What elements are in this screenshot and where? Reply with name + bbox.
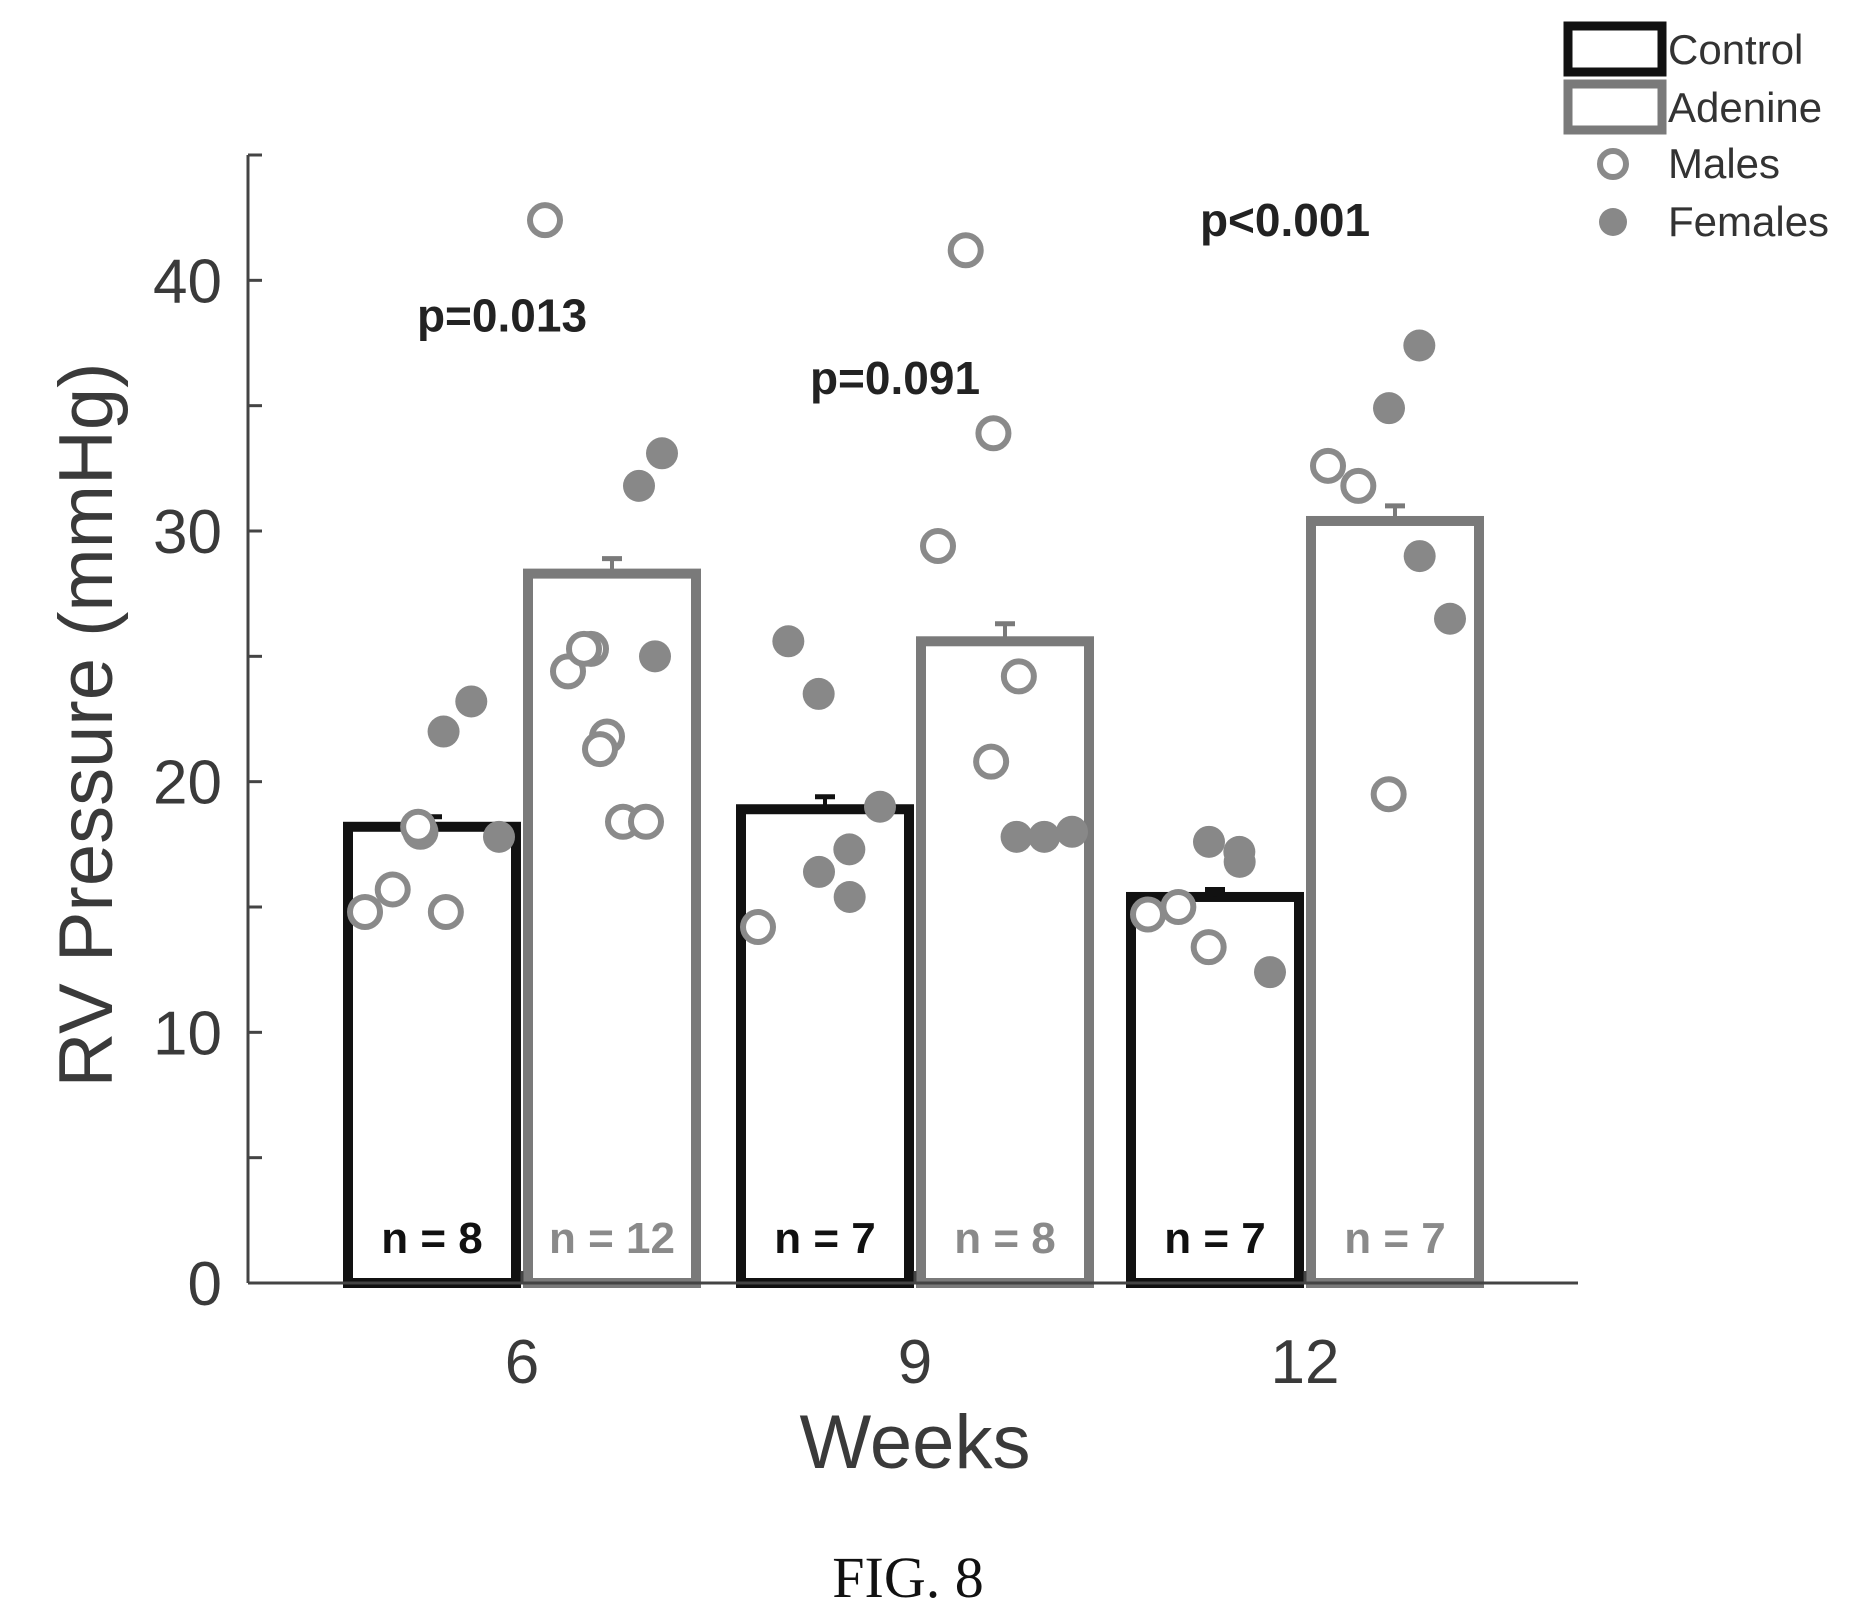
n-label-control-12: n = 7 xyxy=(1164,1214,1266,1263)
point-female-control-9 xyxy=(802,677,835,710)
point-female-control-9 xyxy=(864,790,896,823)
point-female-adenine-12 xyxy=(1403,540,1436,573)
point-male-control-6 xyxy=(374,871,411,908)
legend-males-label: Males xyxy=(1668,140,1780,187)
point-female-control-9 xyxy=(772,625,805,658)
point-female-adenine-9 xyxy=(1028,820,1061,853)
point-male-adenine-6 xyxy=(527,202,563,239)
point-male-adenine-9 xyxy=(947,232,984,269)
point-female-control-12 xyxy=(1254,956,1286,989)
annotations-layer: p=0.013 p=0.091 p<0.001 xyxy=(417,194,1370,404)
bar-adenine-12 xyxy=(1306,515,1484,1288)
p-value-9: p=0.091 xyxy=(810,352,980,404)
figure-caption: FIG. 8 xyxy=(832,1545,983,1610)
axes-layer: 0 10 20 30 40 6 9 12 xyxy=(153,153,1578,1397)
bar-adenine-9 xyxy=(916,636,1094,1288)
point-male-adenine-12 xyxy=(1310,447,1346,484)
y-tick-label-10: 10 xyxy=(153,999,222,1068)
point-male-adenine-9 xyxy=(1000,658,1037,695)
p-value-12: p<0.001 xyxy=(1200,194,1370,246)
point-male-adenine-9 xyxy=(920,528,956,565)
point-female-adenine-6 xyxy=(623,469,655,502)
point-female-adenine-9 xyxy=(1056,815,1088,848)
point-male-adenine-12 xyxy=(1370,776,1407,813)
point-male-control-12 xyxy=(1160,889,1197,925)
y-axis-label: RV Pressure (mmHg) xyxy=(44,363,129,1088)
point-male-adenine-6 xyxy=(628,803,664,840)
point-female-adenine-12 xyxy=(1373,392,1405,425)
point-male-control-6 xyxy=(400,808,437,845)
n-label-adenine-9: n = 8 xyxy=(954,1214,1056,1263)
legend-adenine-swatch xyxy=(1563,79,1667,135)
y-tick-label-0: 0 xyxy=(188,1250,222,1319)
y-tick-label-30: 30 xyxy=(153,498,222,567)
legend-males-marker xyxy=(1597,148,1629,180)
x-tick-label-9: 9 xyxy=(898,1328,932,1397)
points-layer xyxy=(347,202,1466,989)
point-female-control-6 xyxy=(455,685,488,718)
point-female-adenine-12 xyxy=(1403,329,1436,362)
point-female-control-6 xyxy=(483,820,515,853)
y-tick-label-20: 20 xyxy=(153,749,222,818)
y-tick-label-40: 40 xyxy=(153,247,222,316)
n-label-adenine-12: n = 7 xyxy=(1344,1214,1446,1263)
bars-layer: n = 8 n = 7 n = 7 n = 12 n = 8 n = 7 xyxy=(343,503,1484,1289)
x-tick-label-6: 6 xyxy=(505,1328,539,1397)
legend-females-label: Females xyxy=(1668,198,1829,245)
n-label-adenine-6: n = 12 xyxy=(549,1214,675,1263)
point-female-control-12 xyxy=(1193,825,1225,858)
legend-females-marker xyxy=(1599,208,1627,236)
point-female-control-12 xyxy=(1223,845,1256,878)
point-male-control-6 xyxy=(347,894,383,931)
point-female-adenine-12 xyxy=(1434,602,1466,635)
point-female-adenine-6 xyxy=(639,640,671,673)
point-male-adenine-6 xyxy=(566,630,602,667)
point-female-control-6 xyxy=(427,715,460,748)
point-female-control-9 xyxy=(803,855,835,888)
legend-adenine-label: Adenine xyxy=(1668,84,1822,131)
point-female-adenine-6 xyxy=(646,437,678,470)
point-male-control-6 xyxy=(427,894,464,931)
legend: Control Adenine Males Females xyxy=(1563,21,1829,245)
point-male-control-12 xyxy=(1190,929,1227,966)
legend-control-label: Control xyxy=(1668,26,1803,73)
point-male-adenine-12 xyxy=(1340,467,1377,504)
point-female-control-9 xyxy=(833,880,866,913)
x-axis-label: Weeks xyxy=(800,1400,1031,1485)
point-male-adenine-6 xyxy=(582,731,618,768)
point-male-adenine-9 xyxy=(973,743,1010,780)
n-label-control-9: n = 7 xyxy=(774,1214,876,1263)
point-female-adenine-9 xyxy=(1000,820,1033,853)
point-female-control-9 xyxy=(833,833,866,866)
point-male-control-12 xyxy=(1130,896,1166,933)
legend-control-swatch xyxy=(1563,21,1667,77)
point-male-adenine-9 xyxy=(975,415,1012,452)
n-label-control-6: n = 8 xyxy=(381,1214,483,1263)
point-male-control-9 xyxy=(740,909,776,946)
p-value-6: p=0.013 xyxy=(417,289,587,341)
x-tick-label-12: 12 xyxy=(1271,1328,1340,1397)
